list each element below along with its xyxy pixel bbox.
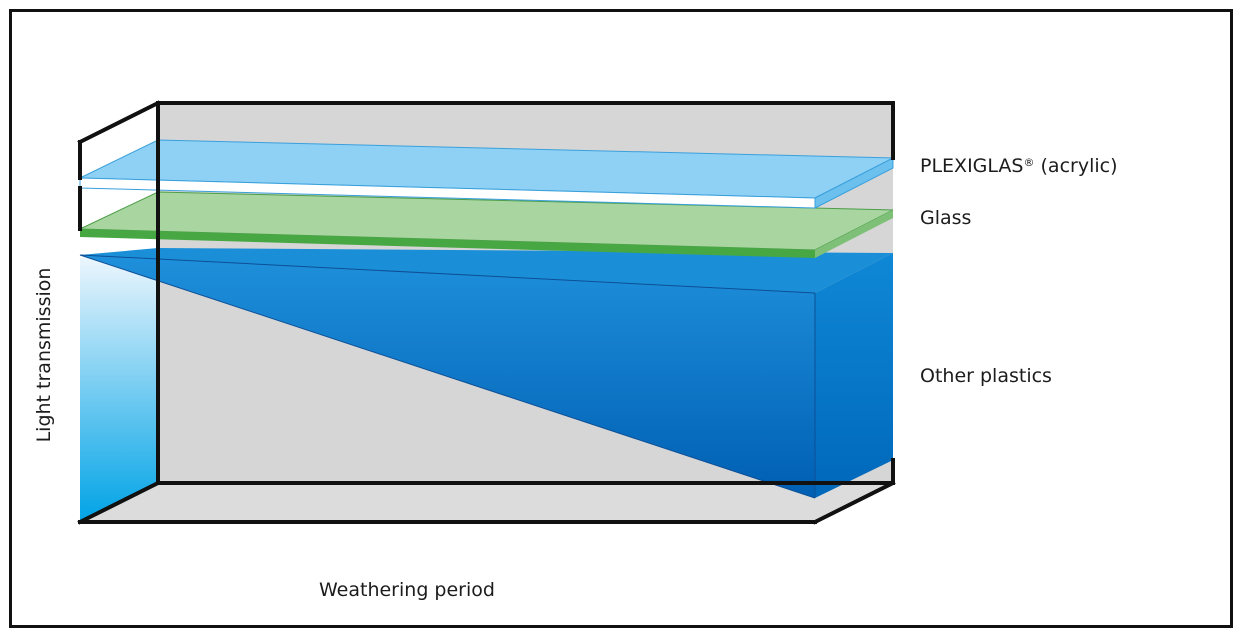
glass-front-face xyxy=(80,229,815,258)
plastics-edge xyxy=(79,254,816,499)
plastics-edge xyxy=(79,254,816,294)
label-other-plastics: Other plastics xyxy=(920,365,1052,387)
plastics-top-face xyxy=(80,248,893,293)
y-axis-label: Light transmission xyxy=(33,267,55,443)
label-plexiglas-suffix: (acrylic) xyxy=(1034,155,1118,177)
label-plexiglas-acrylic: PLEXIGLAS® (acrylic) xyxy=(920,155,1118,177)
x-axis-label: Weathering period xyxy=(319,579,495,601)
label-glass: Glass xyxy=(920,207,972,229)
box-edges xyxy=(77,100,896,525)
label-plexiglas-name: PLEXIGLAS xyxy=(920,155,1024,177)
box-floor xyxy=(80,483,893,522)
glass-side-face xyxy=(815,210,893,258)
left-wall-gradient xyxy=(80,250,158,522)
registered-mark: ® xyxy=(1023,156,1035,169)
acrylic-side-face xyxy=(814,157,894,209)
plastics-side-face xyxy=(815,253,893,498)
